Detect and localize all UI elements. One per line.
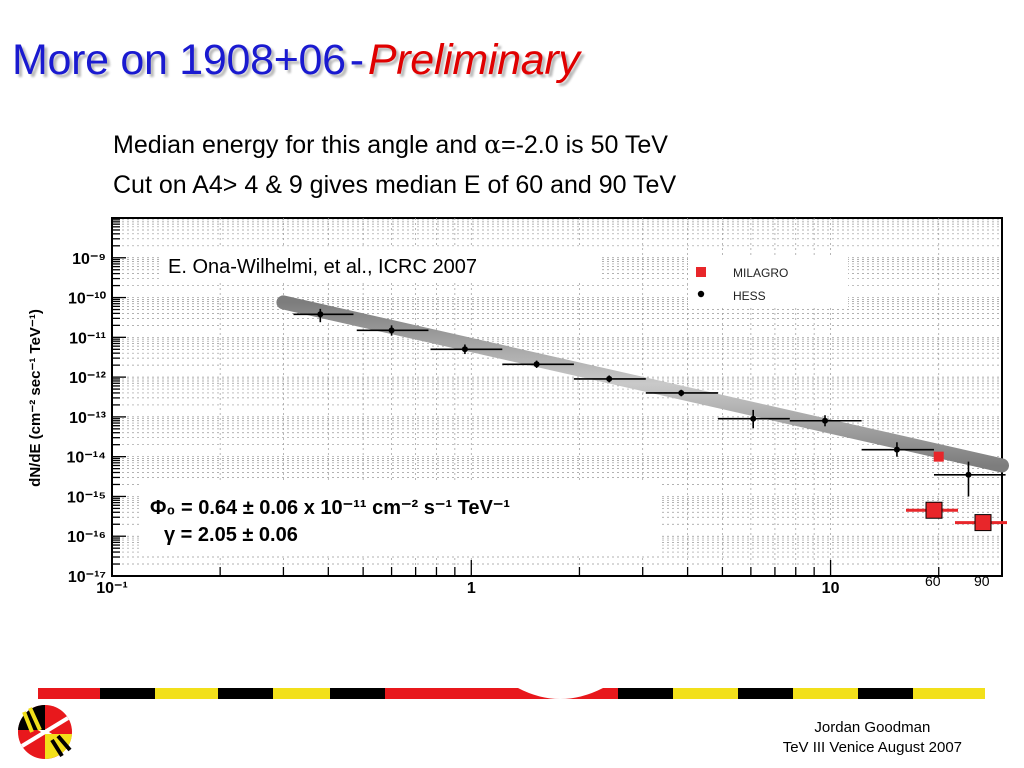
footer: Jordan Goodman TeV III Venice August 200… (783, 718, 962, 758)
legend-milagro-label: MILAGRO (733, 266, 788, 280)
hess-point (533, 361, 540, 368)
legend-bg (688, 256, 848, 308)
maryland-shield-logo (18, 704, 72, 760)
fit-box (140, 483, 660, 555)
legend-hess-marker (697, 290, 705, 298)
y-axis-ticks: 10⁻⁹ 10⁻¹⁰ 10⁻¹¹ 10⁻¹² 10⁻¹³ 10⁻¹⁴ 10⁻¹⁵ 10⁻¹⁶ 1… (67, 219, 126, 586)
hess-point (893, 446, 900, 453)
legend: MILAGRO HESS (688, 256, 848, 308)
hess-point (606, 375, 613, 382)
y-axis-label: dN/dE (cm⁻² sec⁻¹ TeV⁻¹) (27, 309, 44, 487)
legend-hess-label: HESS (733, 289, 766, 303)
cut-label-90: 90 (974, 573, 990, 589)
y-tick-label: 10⁻¹¹ (69, 330, 106, 347)
hess-point (965, 471, 972, 478)
data-points (293, 308, 1006, 497)
hess-point (461, 346, 468, 353)
cut-label-60: 60 (925, 573, 941, 589)
y-tick-label: 10⁻¹⁵ (67, 489, 106, 506)
y-tick-label: 10⁻⁹ (72, 251, 106, 268)
footer-author: Jordan Goodman (814, 719, 931, 736)
y-tick-label: 10⁻¹² (69, 370, 106, 387)
fit-phi0: Φ₀ = 0.64 ± 0.06 x 10⁻¹¹ cm⁻² s⁻¹ TeV⁻¹ (150, 497, 510, 519)
median-energy-line: Median energy for this angle and α=-2.0 … (113, 130, 668, 160)
title-main: More on 1908+06 (12, 36, 346, 84)
annotation-bg (160, 248, 600, 280)
legend-milagro-marker (696, 267, 706, 277)
y-tick-label: 10⁻¹⁴ (67, 450, 107, 467)
annotation: E. Ona-Wilhelmi, et al., ICRC 2007 (168, 256, 477, 278)
y-tick-label: 10⁻¹⁶ (67, 529, 106, 546)
maryland-flag-band (38, 688, 985, 699)
median-line-value: =-2.0 is 50 TeV (500, 131, 668, 159)
hess-point (678, 389, 685, 396)
title-dash: - (349, 36, 364, 84)
cut-line: Cut on A4> 4 & 9 gives median E of 60 an… (113, 171, 677, 199)
cut-point-marker (925, 501, 943, 519)
y-tick-label: 10⁻¹³ (69, 410, 106, 427)
hess-point (750, 415, 757, 422)
hess-point (317, 311, 324, 318)
milagro-point (933, 451, 944, 462)
title-preliminary: Preliminary (367, 36, 580, 84)
footer-event: TeV III Venice August 2007 (782, 739, 962, 756)
y-tick-label: 10⁻¹⁰ (68, 291, 107, 308)
fit-gamma: γ = 2.05 ± 0.06 (164, 524, 298, 546)
x-axis-ticks: 10⁻¹ 1 10 (96, 560, 1003, 597)
hess-point (822, 417, 829, 424)
x-tick-label: 1 (467, 580, 476, 597)
slide-title: More on 1908+06-Preliminary (12, 36, 580, 85)
x-tick-label: 10⁻¹ (96, 580, 128, 597)
milagro-cut-points (906, 501, 1007, 532)
hess-point (388, 327, 395, 334)
median-line-text: Median energy for this angle and (113, 131, 485, 159)
spectrum-chart: 10⁻⁹ 10⁻¹⁰ 10⁻¹¹ 10⁻¹² 10⁻¹³ 10⁻¹⁴ 10⁻¹⁵ 10⁻¹⁶ 1… (27, 217, 1009, 597)
cut-point-marker (974, 514, 992, 532)
x-tick-label: 10 (822, 580, 840, 597)
alpha-symbol: α (484, 130, 501, 159)
y-tick-label: 10⁻¹⁷ (68, 569, 106, 586)
